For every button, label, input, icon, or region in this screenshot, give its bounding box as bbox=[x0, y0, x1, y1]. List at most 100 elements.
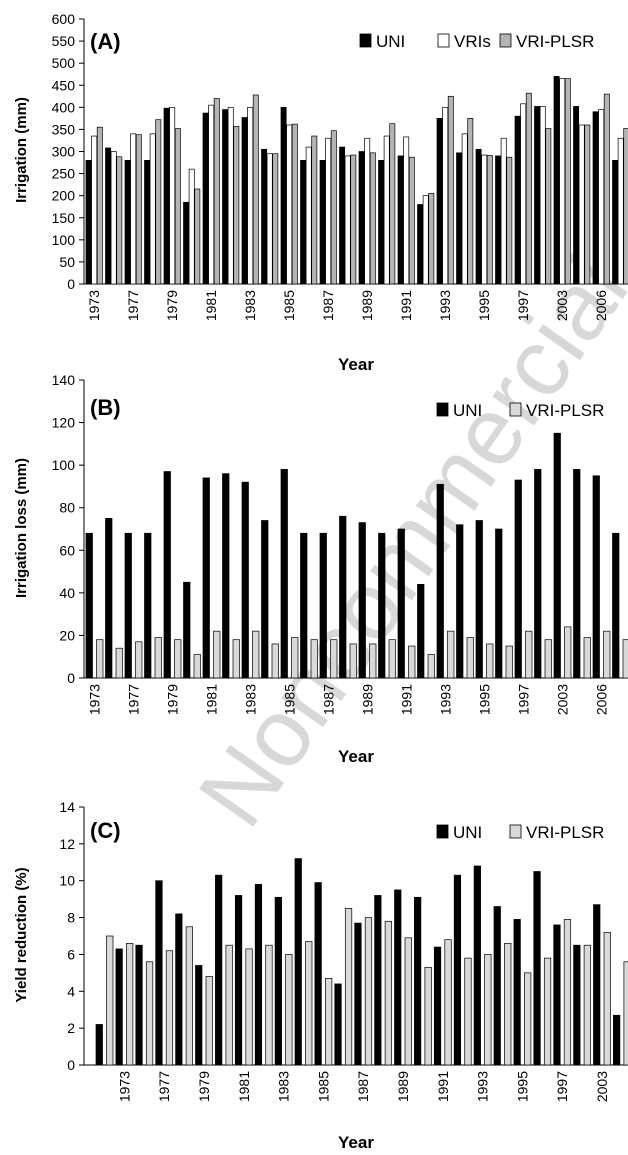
x-tick-label: 1977 bbox=[126, 684, 142, 715]
y-tick-label: 500 bbox=[52, 55, 76, 71]
bar-vri-plsr bbox=[155, 119, 162, 285]
bar-vri-plsr bbox=[310, 639, 318, 679]
bar-uni bbox=[374, 895, 382, 1066]
bar-vri-plsr bbox=[389, 123, 396, 285]
bar-vri-plsr bbox=[505, 645, 513, 679]
bar-uni bbox=[300, 532, 308, 679]
y-axis-title: Irrigation loss (mm) bbox=[13, 458, 30, 598]
bar-uni bbox=[155, 880, 163, 1066]
bar-uni bbox=[115, 948, 123, 1066]
bar-vri-plsr bbox=[344, 908, 353, 1066]
x-tick-label: 1979 bbox=[164, 290, 180, 321]
bar-vri-plsr bbox=[447, 630, 455, 679]
bar-vris bbox=[422, 195, 429, 285]
x-tick-label: 1981 bbox=[203, 290, 219, 321]
bar-vri-plsr bbox=[543, 957, 552, 1066]
y-tick-label: 600 bbox=[52, 11, 76, 27]
bar-uni bbox=[314, 882, 322, 1066]
bar-uni bbox=[261, 148, 268, 285]
x-tick-label: 1995 bbox=[514, 1071, 530, 1102]
x-tick-label: 2006 bbox=[594, 684, 610, 715]
x-tick-label: 1977 bbox=[156, 1071, 172, 1102]
bar-uni bbox=[397, 155, 404, 285]
bar-uni bbox=[280, 106, 287, 285]
x-tick-label: 1989 bbox=[360, 684, 376, 715]
bar-uni bbox=[593, 904, 601, 1066]
legend-swatch bbox=[509, 402, 522, 417]
bar-vri-plsr bbox=[408, 645, 416, 679]
legend-swatch bbox=[436, 402, 449, 417]
y-tick-label: 4 bbox=[67, 983, 75, 999]
bar-vris bbox=[149, 133, 156, 285]
bar-uni bbox=[144, 532, 152, 679]
bar-vri-plsr bbox=[213, 630, 221, 679]
panel-label: (C) bbox=[90, 818, 121, 843]
bar-uni bbox=[274, 896, 282, 1066]
bar-vris bbox=[500, 137, 507, 285]
bar-uni bbox=[334, 983, 342, 1066]
panels: 0501001502002503003504004505005506001973… bbox=[13, 11, 628, 1152]
bar-vri-plsr bbox=[525, 92, 532, 285]
panel-c: 0 2 4 6 8 10 12 14 1973 1977 1979 1981 1983 1985 1987 1… bbox=[13, 799, 628, 1152]
bar-vri-plsr bbox=[252, 630, 260, 679]
bar-vri-plsr bbox=[116, 156, 123, 285]
y-tick-label: 0 bbox=[67, 1057, 75, 1073]
x-tick-label: 2003 bbox=[555, 684, 571, 715]
bar-uni bbox=[453, 874, 462, 1066]
x-tick-label: 1985 bbox=[282, 684, 298, 715]
bar-vri-plsr bbox=[525, 630, 533, 679]
bar-uni bbox=[124, 159, 131, 285]
y-tick-label: 100 bbox=[52, 232, 76, 248]
bar-vri-plsr bbox=[427, 654, 435, 679]
bar-vri-plsr bbox=[622, 639, 628, 679]
bar-vri-plsr bbox=[205, 976, 213, 1066]
bar-uni bbox=[144, 159, 151, 285]
x-tick-label: 1997 bbox=[554, 1071, 570, 1102]
bar-vri-plsr bbox=[271, 643, 279, 679]
x-tick-label: 1995 bbox=[477, 684, 493, 715]
bar-uni bbox=[261, 520, 269, 679]
bar-vris bbox=[208, 104, 215, 285]
bar-vri-plsr bbox=[291, 637, 299, 679]
bar-uni bbox=[397, 528, 405, 679]
bar-vris bbox=[247, 106, 254, 285]
bar-vris bbox=[578, 124, 585, 285]
bar-vri-plsr bbox=[185, 926, 193, 1066]
x-tick-label: 1987 bbox=[321, 684, 337, 715]
panel-b: 0 20 40 60 80 100 120 140 1973 1977 1979 1981 1983 19… bbox=[13, 372, 628, 766]
legend-label: VRI-PLSR bbox=[526, 401, 604, 420]
bar-vris bbox=[617, 137, 624, 285]
bar-vri-plsr bbox=[388, 639, 396, 679]
x-tick-label: 1979 bbox=[165, 684, 181, 715]
bar-uni bbox=[433, 946, 442, 1066]
bar-uni bbox=[573, 469, 581, 679]
bar-uni bbox=[124, 532, 132, 679]
bar-uni bbox=[414, 896, 422, 1066]
y-tick-label: 20 bbox=[59, 627, 75, 643]
bar-vri-plsr bbox=[408, 156, 415, 285]
bar-uni bbox=[354, 922, 362, 1066]
legend-swatch bbox=[509, 824, 522, 839]
bar-vri-plsr bbox=[369, 152, 376, 285]
bar-vri-plsr bbox=[350, 154, 357, 285]
y-tick-label: 6 bbox=[67, 946, 75, 962]
bar-uni bbox=[222, 109, 229, 285]
y-tick-label: 40 bbox=[59, 585, 75, 601]
bar-vri-plsr bbox=[384, 920, 392, 1066]
x-tick-label: 1973 bbox=[116, 1071, 132, 1102]
bar-vri-plsr bbox=[404, 937, 412, 1066]
bar-uni bbox=[280, 469, 288, 679]
bar-uni bbox=[135, 944, 143, 1066]
bar-uni bbox=[234, 895, 243, 1066]
x-tick-label: 1993 bbox=[437, 290, 453, 321]
bar-vri-plsr bbox=[467, 118, 474, 285]
x-tick-label: 1985 bbox=[281, 290, 297, 321]
x-tick-label: 2006 bbox=[593, 290, 609, 321]
x-tick-label: 1985 bbox=[315, 1071, 331, 1102]
bar-vris bbox=[169, 106, 176, 285]
y-tick-label: 120 bbox=[52, 415, 76, 431]
bar-vri-plsr bbox=[603, 931, 611, 1066]
x-tick-label: 1981 bbox=[236, 1071, 252, 1102]
bar-vri-plsr bbox=[583, 637, 591, 679]
x-tick-label: 1981 bbox=[204, 684, 220, 715]
